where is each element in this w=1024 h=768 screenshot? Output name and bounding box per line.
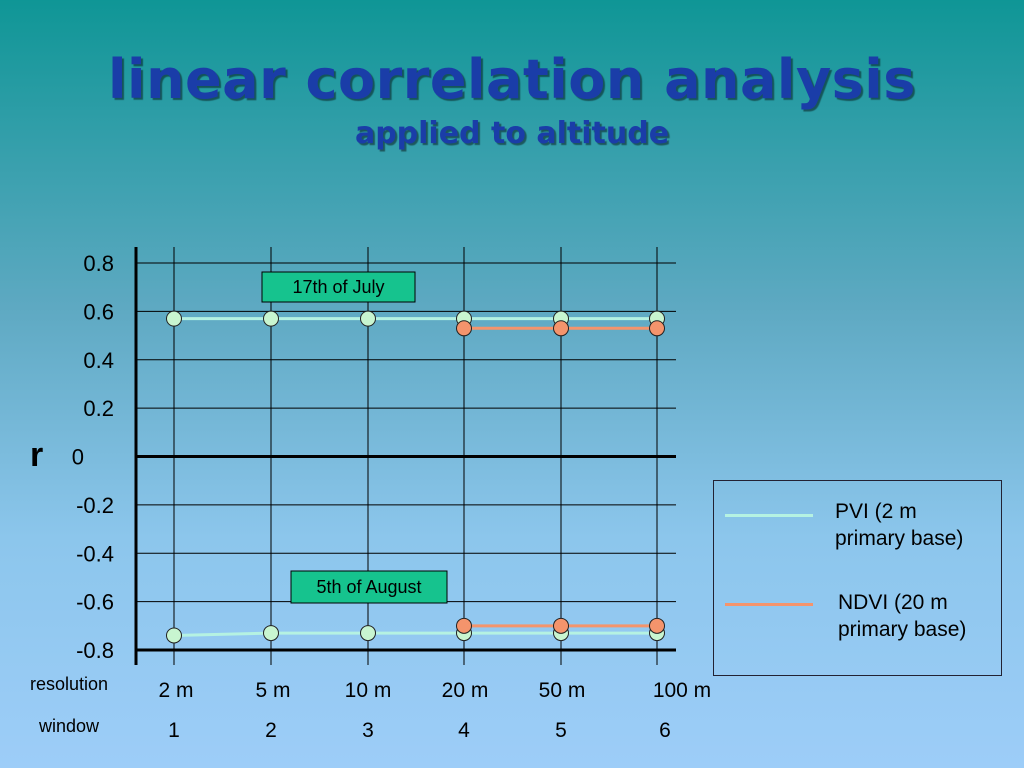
y-tick-label: -0.4 — [76, 541, 114, 566]
data-point-pvi — [360, 310, 376, 327]
data-point-pvi — [263, 625, 279, 642]
series-line-pvi — [173, 631, 657, 637]
data-point-ndvi — [456, 320, 472, 337]
x-tick-label-window: 5 — [555, 719, 567, 742]
data-point-ndvi — [649, 320, 665, 337]
legend-pvi-swatch — [725, 514, 813, 517]
data-point-pvi — [166, 627, 182, 644]
data-point-ndvi — [649, 617, 665, 634]
x-tick-label-window: 1 — [168, 719, 180, 742]
window-row-label: window — [39, 716, 100, 736]
data-point-pvi — [263, 310, 279, 327]
data-point-pvi — [166, 310, 182, 327]
x-tick-label-resolution: 100 m — [653, 679, 711, 702]
x-tick-label-window: 2 — [265, 719, 277, 742]
y-tick-label: 0.2 — [83, 396, 114, 421]
x-tick-label-window: 3 — [362, 719, 374, 742]
x-tick-label-resolution: 10 m — [345, 679, 392, 702]
legend-ndvi-label: NDVI (20 m primary base) — [838, 591, 967, 641]
y-tick-label: 0 — [72, 445, 84, 470]
slide-subtitle: applied to altitude — [354, 116, 670, 151]
x-tick-label-resolution: 50 m — [539, 679, 586, 702]
y-axis-label: r — [30, 436, 44, 474]
slide-title: linear correlation analysis — [108, 48, 916, 111]
annotation-label: 5th of August — [316, 577, 421, 597]
data-point-ndvi — [553, 617, 569, 634]
data-point-pvi — [360, 625, 376, 642]
legend-pvi-label: PVI (2 m primary base) — [835, 500, 964, 550]
y-tick-label: -0.8 — [76, 638, 114, 663]
legend-ndvi-swatch — [725, 603, 813, 606]
x-tick-label-window: 4 — [458, 719, 470, 742]
y-tick-label: 0.6 — [83, 299, 114, 324]
chart-legend: PVI (2 m primary base) NDVI (20 m primar… — [713, 480, 1002, 676]
y-tick-label: 0.4 — [83, 348, 114, 373]
x-tick-label-window: 6 — [659, 719, 671, 742]
x-tick-label-resolution: 5 m — [255, 679, 290, 702]
annotation-box — [261, 271, 416, 303]
y-tick-label: -0.2 — [76, 493, 114, 518]
x-tick-label-resolution: 20 m — [442, 679, 489, 702]
y-tick-label: 0.8 — [83, 251, 114, 276]
resolution-row-label: resolution — [30, 674, 109, 694]
data-point-ndvi — [456, 617, 472, 634]
annotation-box — [290, 570, 448, 604]
x-tick-label-resolution: 2 m — [158, 679, 193, 702]
y-tick-label: -0.6 — [76, 590, 114, 615]
data-point-ndvi — [553, 320, 569, 337]
annotation-label: 17th of July — [292, 277, 384, 297]
